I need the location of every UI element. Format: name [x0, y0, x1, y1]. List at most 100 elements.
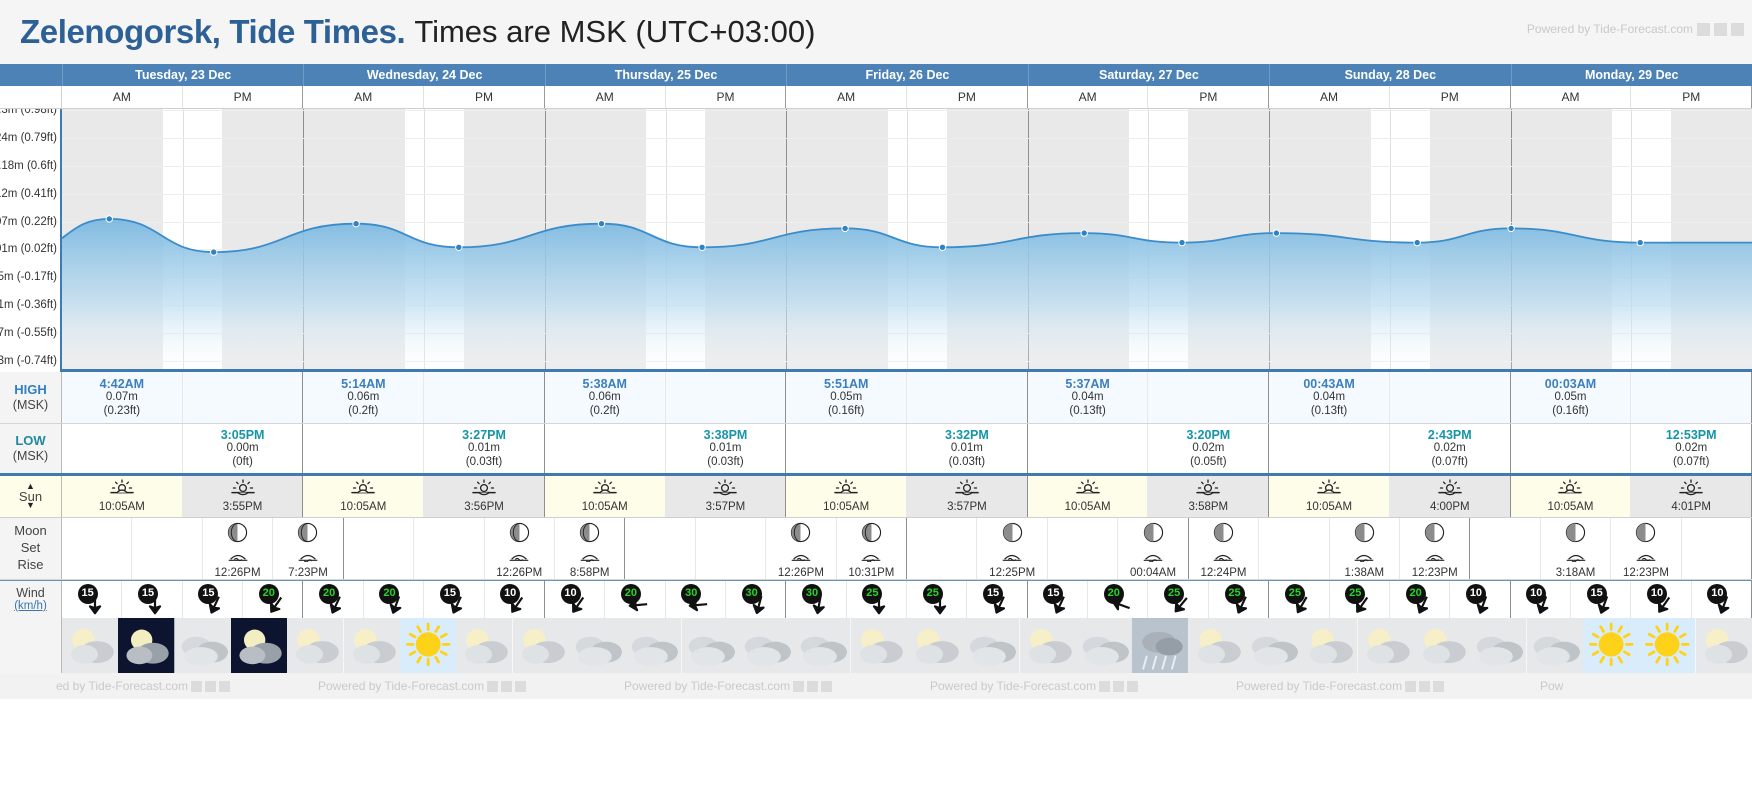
weather-icon-partly-cloudy-day: [1019, 618, 1076, 673]
tide-extremum-marker[interactable]: [1636, 238, 1644, 247]
wind-direction-arrow-icon: [269, 596, 282, 613]
wind-unit-19[interactable]: 25: [1222, 583, 1256, 616]
high-tide-height-ft: (0.16ft): [1552, 404, 1589, 417]
wind-unit-10[interactable]: 30: [678, 583, 712, 616]
wind-unit-23[interactable]: 10: [1463, 583, 1497, 616]
day-header-5[interactable]: Sunday, 28 Dec: [1269, 64, 1510, 86]
tide-extremum-marker[interactable]: [105, 215, 113, 223]
wind-speed-badge: 15: [138, 583, 159, 604]
tide-extremum-marker[interactable]: [597, 220, 606, 228]
wind-unit-1[interactable]: 15: [135, 583, 169, 616]
weather-icon-partly-cloudy-day: [1695, 618, 1752, 673]
wind-unit-17[interactable]: 20: [1101, 583, 1135, 616]
day-header-6[interactable]: Monday, 29 Dec: [1510, 64, 1752, 86]
wind-unit-6[interactable]: 15: [437, 583, 471, 616]
weather-cell-27[interactable]: [1582, 618, 1640, 673]
day-header-3[interactable]: Friday, 26 Dec: [786, 64, 1027, 86]
weather-cell-26[interactable]: [1526, 618, 1583, 673]
weather-cell-5[interactable]: [343, 618, 400, 673]
weather-cell-10[interactable]: [625, 618, 682, 673]
weather-cell-16[interactable]: [963, 618, 1020, 673]
wind-unit-18[interactable]: 25: [1161, 583, 1195, 616]
wind-unit-21[interactable]: 25: [1342, 583, 1376, 616]
tide-extremum-marker[interactable]: [938, 243, 947, 252]
weather-cell-18[interactable]: [1075, 618, 1133, 673]
weather-cell-8[interactable]: [512, 618, 569, 673]
weather-cell-19[interactable]: [1132, 618, 1189, 673]
wind-unit-22[interactable]: 20: [1403, 583, 1437, 616]
weather-cell-6[interactable]: [399, 618, 457, 673]
wind-unit-5[interactable]: 20: [376, 583, 410, 616]
weather-cell-28[interactable]: [1639, 618, 1696, 673]
weather-cell-3[interactable]: [230, 618, 288, 673]
moon-event: [859, 549, 883, 567]
wind-unit-8[interactable]: 10: [558, 583, 592, 616]
moon-phase: [1565, 522, 1586, 548]
sunrise-icon: [1075, 479, 1100, 494]
weather-cell-1[interactable]: [118, 618, 175, 673]
weather-cell-12[interactable]: [737, 618, 795, 673]
wind-unit-3[interactable]: 20: [256, 583, 290, 616]
wind-unit-14[interactable]: 25: [920, 583, 954, 616]
wind-unit-15[interactable]: 15: [980, 583, 1014, 616]
tide-extremum-marker[interactable]: [1272, 229, 1281, 237]
low-tide-height-ft: (0.03ft): [707, 455, 744, 468]
wind-speed-badge: 25: [1345, 583, 1366, 604]
weather-cell-14[interactable]: [850, 618, 907, 673]
y-tick-4: 0.07m (0.22ft): [0, 215, 57, 228]
wind-unit-0[interactable]: 15: [75, 583, 109, 616]
weather-cell-23[interactable]: [1357, 618, 1414, 673]
tide-extremum-marker[interactable]: [1178, 238, 1186, 247]
tide-extremum-marker[interactable]: [698, 243, 706, 252]
weather-cell-25[interactable]: [1470, 618, 1527, 673]
tide-extremum-marker[interactable]: [210, 248, 218, 256]
wind-speed-badge: 20: [258, 583, 279, 604]
half-day-header-13: PM: [1631, 86, 1752, 108]
wind-unit-link[interactable]: (km/h): [14, 600, 47, 613]
tide-extremum-marker[interactable]: [1413, 238, 1421, 247]
wind-unit-20[interactable]: 25: [1282, 583, 1316, 616]
weather-cell-2[interactable]: [174, 618, 231, 673]
weather-cell-15[interactable]: [906, 618, 964, 673]
wind-unit-25[interactable]: 15: [1584, 583, 1618, 616]
weather-cell-20[interactable]: [1188, 618, 1245, 673]
tide-extremum-marker[interactable]: [352, 220, 360, 228]
wind-unit-26[interactable]: 10: [1644, 583, 1678, 616]
weather-cell-22[interactable]: [1301, 618, 1358, 673]
wind-unit-4[interactable]: 20: [316, 583, 350, 616]
tide-extremum-marker[interactable]: [1080, 229, 1088, 237]
weather-cell-11[interactable]: [681, 618, 738, 673]
wind-unit-2[interactable]: 15: [195, 583, 229, 616]
weather-cell-29[interactable]: [1695, 618, 1752, 673]
high-tide-height-m: 0.05m: [1554, 391, 1587, 404]
wind-unit-27[interactable]: 10: [1704, 583, 1738, 616]
half-day-label: PM: [1682, 90, 1701, 104]
weather-cell-9[interactable]: [568, 618, 626, 673]
weather-cell-4[interactable]: [287, 618, 344, 673]
day-header-1[interactable]: Wednesday, 24 Dec: [303, 64, 544, 86]
tide-extremum-marker[interactable]: [841, 224, 849, 233]
wind-unit-11[interactable]: 30: [739, 583, 773, 616]
weather-cell-21[interactable]: [1244, 618, 1302, 673]
sunset-icon: [1438, 479, 1462, 496]
day-header-0[interactable]: Tuesday, 23 Dec: [62, 64, 303, 86]
low-tide-cell-2: [303, 424, 425, 473]
tide-extremum-marker[interactable]: [1507, 224, 1515, 233]
sun-time: 10:05AM: [98, 500, 145, 513]
moonrise-icon: [580, 554, 599, 563]
day-header-2[interactable]: Thursday, 25 Dec: [544, 64, 786, 86]
wind-unit-9[interactable]: 20: [618, 583, 652, 616]
day-header-4[interactable]: Saturday, 27 Dec: [1027, 64, 1269, 86]
weather-cell-7[interactable]: [456, 618, 513, 673]
weather-cell-13[interactable]: [794, 618, 851, 673]
wind-unit-13[interactable]: 25: [859, 583, 893, 616]
wind-unit-12[interactable]: 30: [799, 583, 833, 616]
weather-cell-24[interactable]: [1413, 618, 1471, 673]
wind-unit-24[interactable]: 10: [1523, 583, 1557, 616]
y-tick-2: 0.18m (0.6ft): [0, 159, 57, 172]
weather-cell-17[interactable]: [1019, 618, 1076, 673]
wind-unit-16[interactable]: 15: [1040, 583, 1074, 616]
weather-cell-0[interactable]: [62, 618, 119, 673]
wind-unit-7[interactable]: 10: [497, 583, 531, 616]
tide-extremum-marker[interactable]: [455, 243, 463, 252]
